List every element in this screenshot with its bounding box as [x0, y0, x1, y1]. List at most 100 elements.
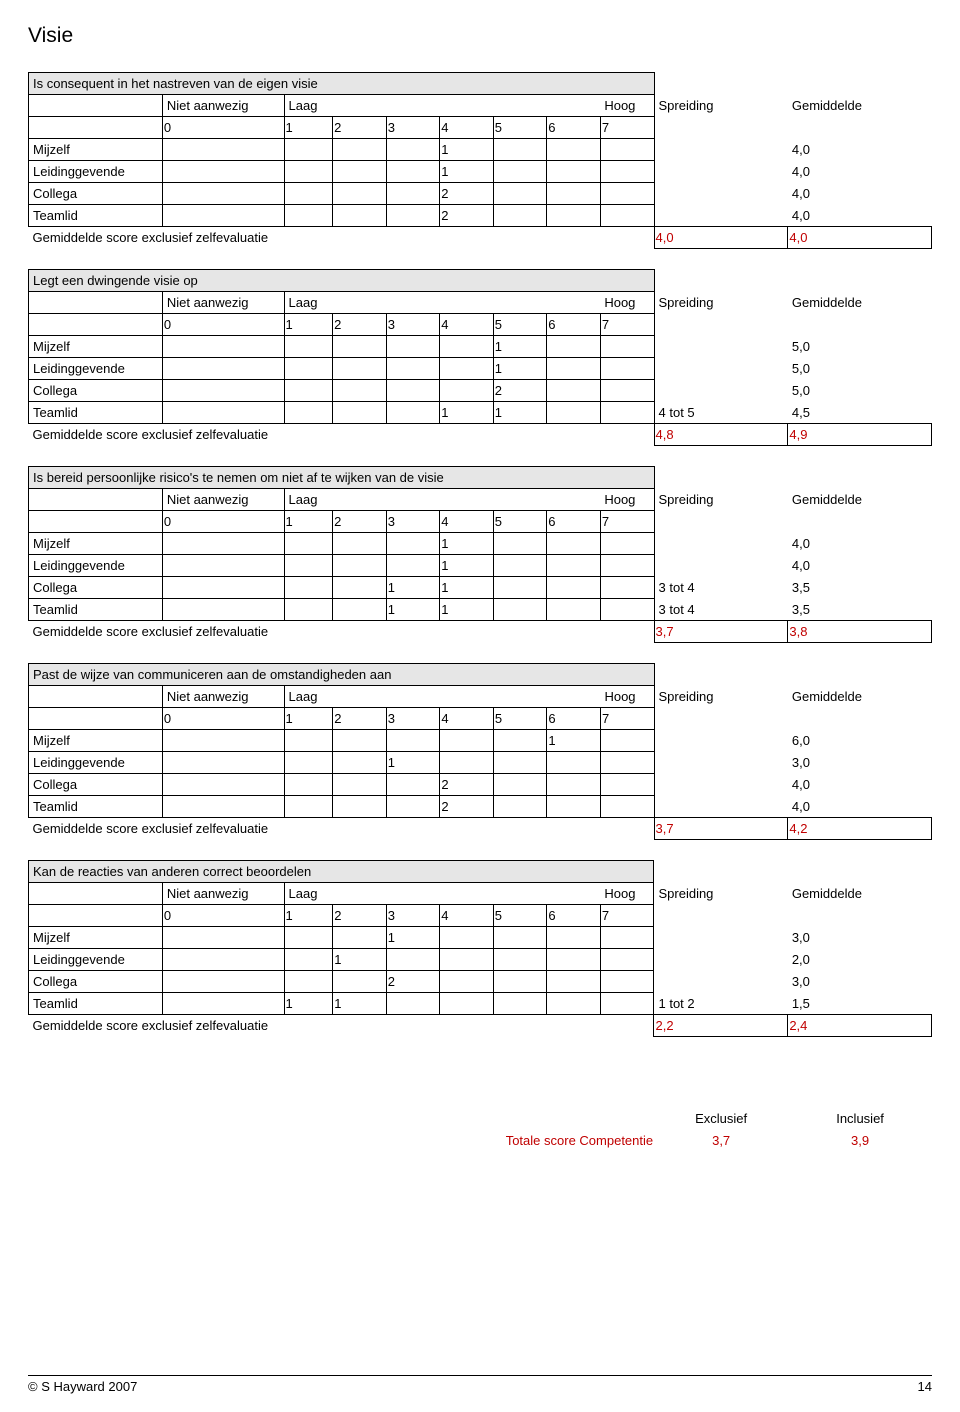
row-count [386, 533, 440, 555]
score-label: Gemiddelde score exclusief zelfevaluatie [29, 818, 655, 840]
row-count [284, 402, 333, 424]
scale-number: 0 [162, 511, 284, 533]
row-count [333, 774, 387, 796]
row-count [162, 205, 284, 227]
row-count [547, 161, 601, 183]
table-row: Teamlid114 tot 54,5 [29, 402, 932, 424]
row-count: 1 [386, 577, 440, 599]
row-count [600, 730, 654, 752]
header-gemiddelde: Gemiddelde [788, 489, 932, 511]
row-count [547, 139, 601, 161]
row-count [547, 796, 601, 818]
scale-number: 5 [493, 511, 547, 533]
row-count [493, 927, 547, 949]
row-gemiddelde: 4,0 [788, 205, 932, 227]
question-block: Is bereid persoonlijke risico's te nemen… [28, 466, 932, 643]
row-count: 1 [284, 993, 333, 1015]
row-count [333, 380, 387, 402]
row-count [440, 730, 494, 752]
row-label: Leidinggevende [29, 161, 163, 183]
row-count: 1 [493, 402, 547, 424]
row-count: 1 [386, 927, 440, 949]
row-count [440, 380, 494, 402]
row-gemiddelde: 3,0 [788, 927, 932, 949]
row-count [493, 599, 547, 621]
row-gemiddelde: 3,5 [788, 599, 932, 621]
question-title: Is bereid persoonlijke risico's te nemen… [29, 467, 655, 489]
totals-excl: 3,7 [654, 1129, 788, 1151]
row-count [493, 161, 547, 183]
row-count [333, 752, 387, 774]
row-count: 1 [440, 533, 494, 555]
scale-number: 4 [440, 511, 494, 533]
header-spreiding: Spreiding [654, 883, 788, 905]
table-row: Mijzelf 1 4,0 [29, 533, 932, 555]
row-gemiddelde: 4,0 [788, 533, 932, 555]
score-gemiddelde: 3,8 [788, 621, 932, 643]
footer-right: 14 [918, 1379, 932, 1394]
score-label: Gemiddelde score exclusief zelfevaluatie [29, 621, 655, 643]
row-count [493, 971, 547, 993]
row-count [284, 971, 333, 993]
row-label: Collega [29, 380, 163, 402]
row-count [333, 139, 387, 161]
row-label: Teamlid [29, 599, 163, 621]
row-count [493, 949, 547, 971]
row-count [600, 533, 654, 555]
header-laag: Laag [284, 292, 333, 314]
row-spreiding [654, 205, 788, 227]
row-count [547, 205, 601, 227]
row-count [440, 752, 494, 774]
row-count [333, 533, 387, 555]
row-count [440, 993, 494, 1015]
row-count [162, 380, 284, 402]
scale-number: 6 [547, 117, 601, 139]
header-niet-aanwezig: Niet aanwezig [162, 883, 284, 905]
row-gemiddelde: 4,0 [788, 139, 932, 161]
row-count [600, 161, 654, 183]
row-count: 1 [333, 949, 387, 971]
row-count [284, 774, 333, 796]
table-row: Teamlid24,0 [29, 205, 932, 227]
row-spreiding [654, 752, 788, 774]
row-spreiding [654, 927, 788, 949]
scale-number: 3 [386, 511, 440, 533]
scale-number: 6 [547, 708, 601, 730]
table-row: Collega113 tot 43,5 [29, 577, 932, 599]
row-count: 1 [440, 161, 494, 183]
header-laag: Laag [284, 95, 333, 117]
totals-header-excl: Exclusief [654, 1107, 788, 1129]
header-niet-aanwezig: Niet aanwezig [162, 489, 284, 511]
row-spreiding [654, 336, 788, 358]
row-count [600, 402, 654, 424]
row-count [600, 796, 654, 818]
row-count [162, 971, 284, 993]
row-spreiding: 4 tot 5 [654, 402, 788, 424]
score-gemiddelde: 4,2 [788, 818, 932, 840]
scale-number: 1 [284, 708, 333, 730]
scale-number: 5 [493, 117, 547, 139]
row-label: Leidinggevende [29, 555, 163, 577]
row-label: Collega [29, 183, 163, 205]
row-count [333, 971, 387, 993]
row-label: Mijzelf [29, 927, 163, 949]
row-gemiddelde: 3,0 [788, 971, 932, 993]
row-label: Mijzelf [29, 533, 163, 555]
row-count [386, 555, 440, 577]
row-count [284, 161, 333, 183]
row-count [547, 774, 601, 796]
row-spreiding [654, 796, 788, 818]
row-count [547, 927, 601, 949]
row-count [162, 533, 284, 555]
row-gemiddelde: 1,5 [788, 993, 932, 1015]
footer-left: © S Hayward 2007 [28, 1379, 137, 1394]
row-count [600, 971, 654, 993]
row-count [284, 533, 333, 555]
question-table: Is bereid persoonlijke risico's te nemen… [28, 466, 932, 643]
row-count [284, 555, 333, 577]
page-footer: © S Hayward 2007 14 [28, 1375, 932, 1394]
scale-number: 3 [386, 117, 440, 139]
row-label: Leidinggevende [29, 752, 163, 774]
row-count [386, 993, 440, 1015]
scale-number: 3 [386, 708, 440, 730]
